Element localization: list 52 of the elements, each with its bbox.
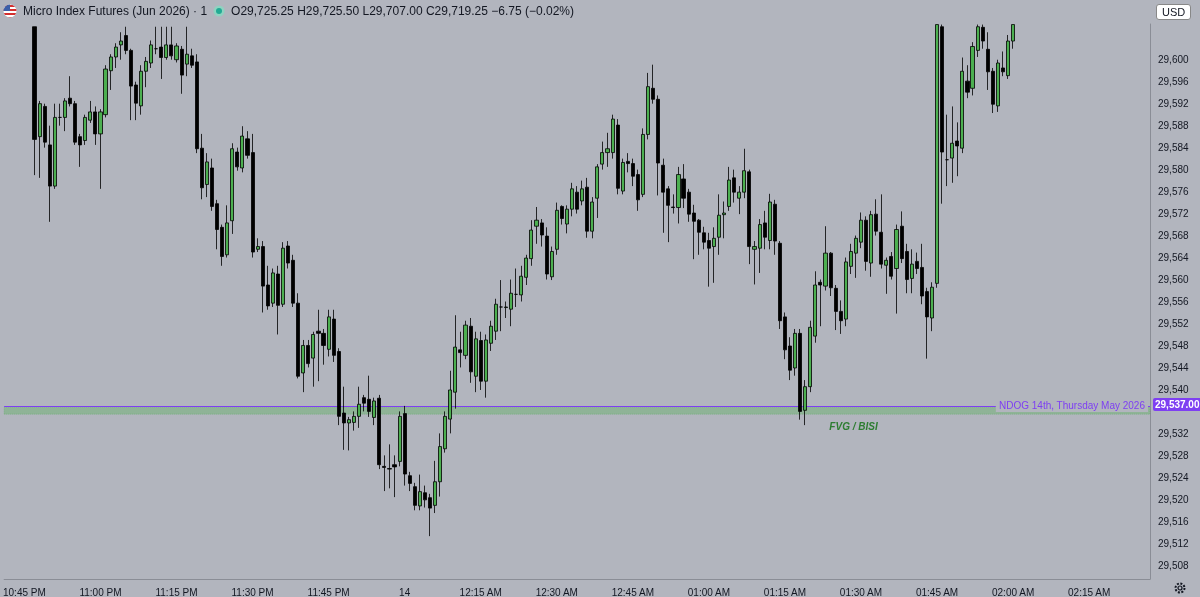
candlestick (392, 454, 397, 498)
y-tick-label: 29,548 (1158, 339, 1190, 351)
y-tick-label: 29,556 (1158, 296, 1190, 307)
band-label: FVG / BISI (829, 421, 878, 433)
x-tick-label: 01:45 AM (915, 586, 959, 597)
y-tick-label: 29,600 (1158, 54, 1190, 66)
text: 29,537.00 (1153, 397, 1200, 411)
y-tick-label: 29,596 (1158, 76, 1190, 88)
ref-line-label: NDOG 14th, Thursday May 2026 (999, 400, 1146, 412)
y-tick-label: 29,560 (1158, 274, 1190, 286)
y-tick-label: 29,564 (1158, 252, 1190, 264)
y-tick-label: 29,572 (1158, 208, 1190, 220)
candlestick (408, 471, 412, 492)
x-tick-label: 01:00 AM (687, 586, 731, 597)
y-tick-label: 29,524 (1158, 471, 1190, 483)
candlestick (945, 114, 949, 187)
candlestick (595, 163, 599, 219)
candlestick (722, 201, 726, 239)
candlestick (382, 454, 386, 492)
chart-title: Micro Index Futures (Jun 2026) · 1 (23, 4, 208, 18)
y-tick-label: 29,540 (1158, 383, 1190, 395)
y-tick-label: 29,528 (1158, 449, 1190, 461)
x-tick-label: 12:30 AM (535, 586, 578, 597)
text: O29,725.25 H29,725.50 L29,707.00 C29,719.25 −6.75 (−0.02%) (231, 4, 575, 18)
x-tick-label: 11:00 PM (79, 586, 122, 597)
y-tick-label: 29,568 (1158, 230, 1190, 242)
y-tick-label: 29,552 (1158, 317, 1190, 329)
candlestick (387, 443, 392, 489)
y-tick-label: 29,576 (1158, 186, 1190, 198)
x-tick-label: 14 (399, 586, 411, 597)
x-tick-label: 12:45 AM (611, 586, 654, 597)
y-tick-label: 29,588 (1158, 120, 1190, 132)
x-tick-label: 01:30 AM (839, 586, 883, 597)
x-tick-label: 02:00 AM (991, 586, 1035, 597)
y-tick-label: 29,584 (1158, 142, 1190, 154)
y-tick-label: 29,520 (1158, 493, 1190, 505)
x-tick-label: 11:45 PM (307, 586, 350, 597)
y-tick-label: 29,580 (1158, 164, 1190, 176)
x-tick-label: 12:15 AM (459, 586, 502, 597)
x-tick-label: 11:15 PM (155, 586, 198, 597)
x-tick-label: 11:30 PM (231, 586, 274, 597)
candlestick (717, 193, 721, 256)
x-tick-label: 02:15 AM (1068, 586, 1111, 597)
x-tick-label: 10:45 PM (3, 586, 46, 597)
text: USD (1156, 4, 1192, 20)
y-tick-label: 29,512 (1158, 537, 1190, 549)
y-tick-label: 29,516 (1158, 515, 1190, 527)
y-tick-label: 29,592 (1158, 98, 1190, 110)
y-tick-label: 29,508 (1158, 559, 1190, 571)
y-tick-label: 29,532 (1158, 427, 1190, 439)
x-tick-label: 01:15 AM (763, 586, 807, 597)
y-tick-label: 29,544 (1158, 361, 1190, 373)
